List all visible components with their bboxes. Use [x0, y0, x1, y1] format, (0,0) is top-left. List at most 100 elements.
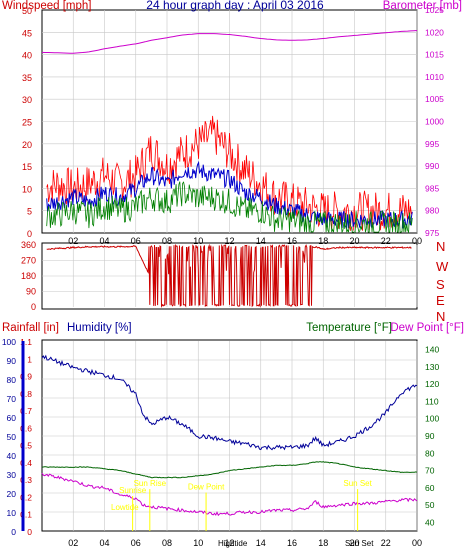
rainfall-tick-label: 0.9	[20, 372, 32, 382]
humidity-tick-label: 90	[7, 356, 17, 366]
x-tick-label: 02	[68, 236, 78, 246]
rainfall-axis-label: Rainfall [in]	[2, 322, 59, 334]
x-tick-label: 00	[412, 538, 422, 548]
compass-label: N	[436, 309, 445, 324]
windspeed-tick-label: 35	[22, 73, 32, 83]
x-tick-label: 02	[68, 538, 78, 548]
humidity-tick-label: 0	[11, 527, 16, 537]
temperature-tick-label: 120	[425, 379, 439, 389]
rainfall-tick-label: 0.4	[20, 458, 32, 468]
x-tick-label: 10	[193, 538, 203, 548]
x-tick-label: 12	[224, 236, 234, 246]
compass-label: W	[436, 259, 449, 274]
x-tick-label: 20	[349, 236, 359, 246]
windspeed-tick-label: 30	[22, 95, 32, 105]
temperature-tick-label: 110	[425, 396, 439, 406]
x-tick-label: 18	[318, 236, 328, 246]
gust-wind-line	[46, 115, 413, 231]
annotation-label: Sunrise	[119, 486, 147, 495]
humidity-tick-label: 80	[7, 375, 17, 385]
barometer-tick-label: 1020	[425, 27, 444, 37]
barometer-tick-label: 990	[425, 161, 439, 171]
barometer-axis-label: Barometer [mb]	[383, 0, 462, 12]
x-tick-label: 04	[99, 538, 109, 548]
wind-direction-line	[46, 243, 412, 308]
humidity-axis-label: Humidity [%]	[67, 322, 132, 334]
bottom-label: Hightide	[218, 539, 248, 548]
temperature-line	[41, 461, 418, 479]
bottom-label: Sun Set	[345, 539, 374, 548]
rainfall-tick-label: 0.3	[20, 475, 32, 485]
x-tick-label: 18	[318, 538, 328, 548]
humidity-tick-label: 20	[7, 489, 17, 499]
temperature-tick-label: 140	[425, 345, 439, 355]
barometer-tick-label: 1000	[425, 117, 444, 127]
windspeed-tick-label: 0	[27, 229, 32, 239]
direction-tick-label: 0	[31, 302, 36, 312]
direction-tick-label: 90	[26, 287, 36, 297]
x-tick-label: 22	[381, 236, 391, 246]
humidity-tick-label: 60	[7, 413, 17, 423]
windspeed-tick-label: 5	[27, 207, 32, 217]
temperature-axis-label: Temperature [°F]	[306, 322, 392, 334]
humidity-line	[41, 354, 418, 451]
humidity-tick-label: 10	[7, 508, 17, 518]
x-tick-label: 20	[349, 538, 359, 548]
annotation-label: Sun Rise	[134, 479, 167, 488]
windspeed-tick-label: 45	[22, 28, 32, 38]
barometer-tick-label: 1010	[425, 72, 444, 82]
x-tick-label: 08	[162, 236, 172, 246]
humidity-tick-label: 50	[7, 432, 17, 442]
rainfall-tick-label: 1	[27, 354, 32, 364]
rainfall-tick-label: 0.6	[20, 423, 32, 433]
compass-label: E	[436, 293, 445, 308]
x-tick-label: 08	[162, 538, 172, 548]
humidity-tick-label: 100	[2, 337, 16, 347]
compass-label: N	[436, 239, 445, 254]
temperature-tick-label: 40	[425, 517, 435, 527]
rainfall-tick-label: 0.8	[20, 389, 32, 399]
windspeed-tick-label: 10	[22, 184, 32, 194]
dewpoint-axis-label: Dew Point [°F]	[390, 322, 464, 334]
barometer-tick-label: 1025	[425, 5, 444, 15]
windspeed-tick-label: 50	[22, 6, 32, 16]
temperature-tick-label: 100	[425, 414, 439, 424]
rainfall-tick-label: 0.2	[20, 492, 32, 502]
direction-tick-label: 270	[21, 256, 36, 266]
barometer-tick-label: 975	[425, 228, 439, 238]
x-tick-label: 00	[412, 236, 422, 246]
x-tick-label: 10	[193, 236, 203, 246]
rainfall-tick-label: 0.1	[20, 510, 32, 520]
x-tick-label: 06	[131, 236, 141, 246]
temperature-tick-label: 70	[425, 466, 435, 476]
x-tick-label: 14	[256, 236, 266, 246]
x-tick-label: 22	[381, 538, 391, 548]
avg-wind-line	[46, 160, 413, 231]
barometer-tick-label: 980	[425, 206, 439, 216]
temperature-tick-label: 130	[425, 362, 439, 372]
chart-title: 24 hour graph day : April 03 2016	[146, 0, 324, 12]
temperature-tick-label: 90	[425, 431, 435, 441]
barometer-tick-label: 1015	[425, 50, 444, 60]
barometer-tick-label: 1005	[425, 94, 444, 104]
low-wind-line	[46, 181, 413, 234]
windspeed-tick-label: 40	[22, 51, 32, 61]
barometer-line	[41, 30, 418, 54]
direction-tick-label: 360	[21, 240, 36, 250]
direction-tick-label: 180	[21, 271, 36, 281]
x-tick-label: 06	[131, 538, 141, 548]
barometer-tick-label: 985	[425, 183, 439, 193]
annotation-label: Sun Set	[343, 479, 372, 488]
rainfall-tick-label: 0.7	[20, 406, 32, 416]
rainfall-tick-label: 0	[27, 527, 32, 537]
temperature-tick-label: 50	[425, 500, 435, 510]
windspeed-tick-label: 25	[22, 118, 32, 128]
temperature-tick-label: 60	[425, 483, 435, 493]
annotation-label: Dew Point	[188, 483, 225, 492]
dewpoint-line	[41, 472, 418, 517]
windspeed-tick-label: 15	[22, 162, 32, 172]
temperature-tick-label: 80	[425, 448, 435, 458]
x-tick-label: 12	[224, 538, 234, 548]
